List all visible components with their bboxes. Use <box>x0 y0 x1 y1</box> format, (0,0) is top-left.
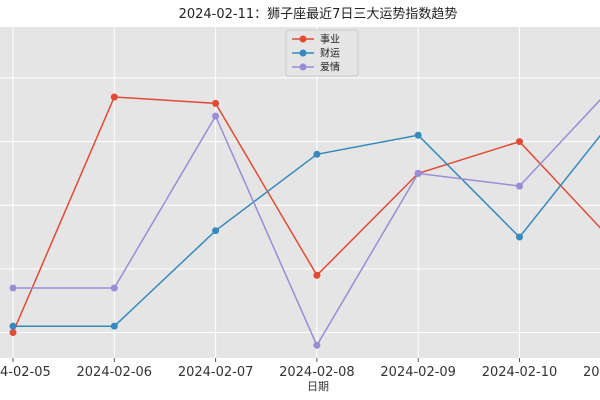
legend-label: 爱情 <box>320 61 340 74</box>
x-tick-label: 2024-02-07 <box>178 365 254 380</box>
data-point <box>9 322 17 330</box>
data-point <box>414 131 422 139</box>
plot-area <box>0 27 600 358</box>
chart-title: 2024-02-11：狮子座最近7日三大运势指数趋势 <box>179 6 458 22</box>
data-point <box>212 99 220 107</box>
legend-label: 财运 <box>320 47 340 60</box>
data-point <box>313 150 321 158</box>
data-point <box>516 138 523 146</box>
legend-swatch-marker <box>299 35 307 43</box>
data-point <box>110 322 118 330</box>
legend-swatch-marker <box>299 63 307 71</box>
data-point <box>110 93 118 101</box>
data-point <box>313 341 321 349</box>
legend-label: 事业 <box>320 33 340 46</box>
x-axis-ticks: 2024-02-05 2024-02-06 2024-02-07 2024-02-08… <box>0 358 600 380</box>
data-point <box>9 329 17 337</box>
data-point <box>516 182 523 190</box>
data-point <box>414 169 422 177</box>
series-1 <box>9 131 600 330</box>
x-tick-label: 2024-02-11 <box>583 365 600 380</box>
data-point <box>212 112 220 120</box>
x-tick-label: 2024-02-09 <box>380 365 456 380</box>
x-tick-label: 2024-02-05 <box>0 365 51 380</box>
data-point <box>9 284 17 292</box>
series-2 <box>9 99 600 349</box>
data-point <box>313 271 321 279</box>
x-tick-label: 2024-02-08 <box>279 365 355 380</box>
x-tick-label: 2024-02-06 <box>77 365 153 380</box>
data-point <box>516 233 523 241</box>
series-layer <box>9 93 600 349</box>
x-tick-label: 2024-02-10 <box>482 365 558 380</box>
grid <box>0 27 600 358</box>
data-point <box>212 227 220 235</box>
x-axis-label: 日期 <box>307 380 329 393</box>
data-point <box>110 284 118 292</box>
legend-swatch-marker <box>299 49 307 57</box>
